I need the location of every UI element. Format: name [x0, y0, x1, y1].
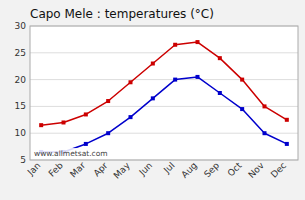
x-tick-label: Nov: [246, 160, 266, 180]
x-tick-label: Dec: [269, 160, 288, 179]
y-tick-label: 30: [15, 21, 27, 31]
series-marker: [62, 120, 66, 124]
grid-line: [30, 79, 298, 80]
series-marker: [106, 99, 110, 103]
series-marker: [196, 75, 200, 79]
plot-area: [30, 26, 298, 160]
x-tick-label: Oct: [226, 160, 244, 178]
series-marker: [173, 78, 177, 82]
x-tick-label: May: [112, 160, 133, 181]
x-tick-label: Jun: [137, 160, 155, 178]
series-marker: [196, 40, 200, 44]
series-marker: [173, 43, 177, 47]
x-tick-label: Mar: [68, 160, 87, 179]
x-tick-label: Apr: [91, 160, 109, 178]
x-tick-label: Jan: [25, 160, 43, 178]
x-tick-label: Jul: [161, 160, 176, 175]
annotation: www.allmetsat.com: [34, 149, 108, 158]
series-line: [41, 77, 287, 152]
series-marker: [151, 62, 155, 66]
x-tick-label: Sep: [202, 160, 221, 179]
series-group: [39, 40, 289, 154]
grid-line: [30, 106, 298, 107]
grid-line: [30, 52, 298, 53]
series-marker: [263, 131, 267, 135]
series-marker: [218, 91, 222, 95]
series-marker: [84, 112, 88, 116]
series-marker: [39, 123, 43, 127]
y-tick-label: 25: [15, 48, 26, 58]
series-marker: [263, 104, 267, 108]
series-line: [41, 42, 287, 125]
y-tick-label: 20: [15, 75, 27, 85]
series-marker: [240, 78, 244, 82]
series-marker: [240, 107, 244, 111]
background: [0, 0, 305, 200]
x-tick-label: Aug: [179, 160, 199, 180]
y-tick-label: 10: [15, 128, 27, 138]
x-tick-label: Feb: [47, 160, 66, 179]
title: Capo Mele : temperatures (°C): [30, 7, 214, 21]
series-marker: [151, 96, 155, 100]
series-marker: [285, 142, 289, 146]
grid-line: [30, 133, 298, 134]
series-marker: [106, 131, 110, 135]
plot-frame: [30, 26, 298, 160]
series-marker: [129, 115, 133, 119]
series-marker: [218, 56, 222, 60]
annotation-background: [32, 148, 110, 159]
series-marker: [84, 142, 88, 146]
series-marker: [129, 80, 133, 84]
chart: 5 10 15 20 25 30 JanFebMarAprMayJun JulAugSep Oc…: [0, 0, 305, 200]
series-marker: [285, 118, 289, 122]
y-tick-label: 15: [15, 101, 26, 111]
chart-container: 5 10 15 20 25 30 JanFebMarAprMayJun JulAugSep Oc…: [0, 0, 305, 200]
y-tick-label: 5: [20, 155, 26, 165]
